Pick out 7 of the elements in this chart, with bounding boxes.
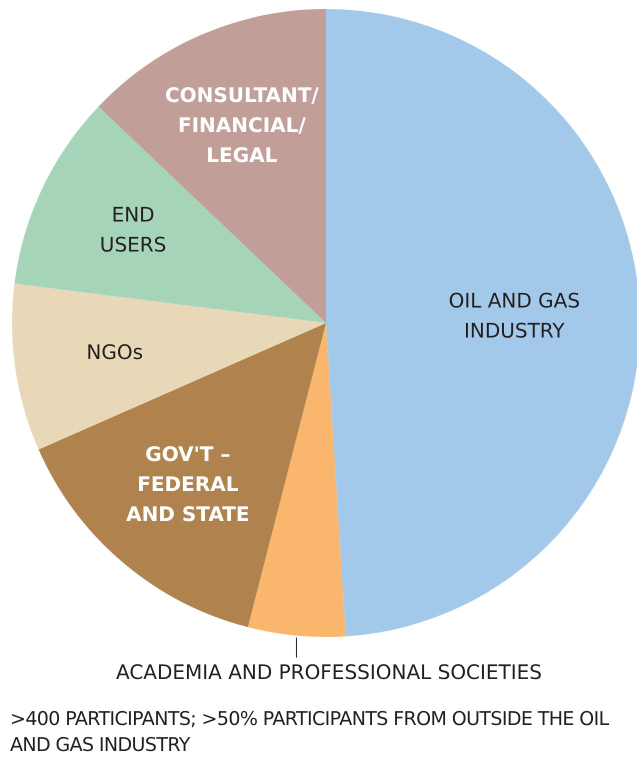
slice-label: END USERS <box>100 202 166 257</box>
text: >400 PARTICIPANTS; >50% PARTICIPANTS FROM OUTSIDE THE OIL AND GAS INDUSTRY <box>10 707 610 758</box>
slice-label: ACADEMIA AND PROFESSIONAL SOCIETIES <box>116 660 542 684</box>
slice-label: GOV'T – FEDERAL AND STATE <box>126 442 250 526</box>
slice-label: OIL AND GAS INDUSTRY <box>448 288 580 342</box>
slice-label: CONSULTANT/ FINANCIAL/ LEGAL <box>164 82 320 167</box>
slice-label: NGOs <box>86 340 144 364</box>
